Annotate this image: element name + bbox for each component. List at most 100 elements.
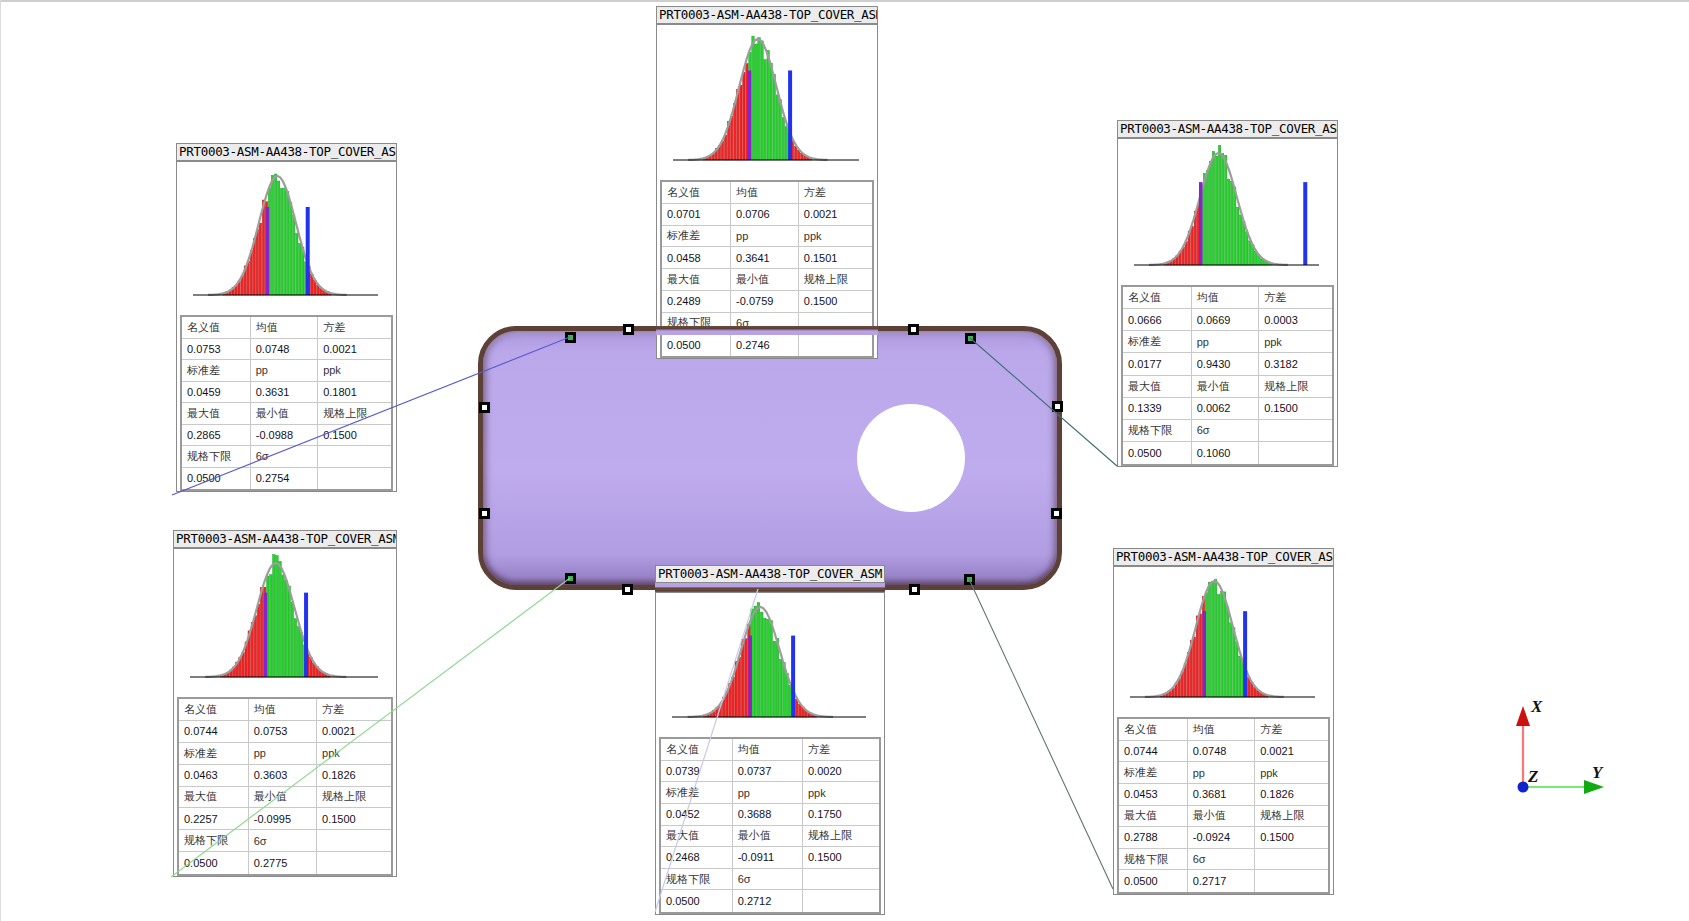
stat-label: 均值 (1188, 719, 1255, 741)
stat-value: 0.2712 (733, 890, 803, 912)
stat-value: 0.2717 (1188, 870, 1255, 892)
stat-label (317, 830, 391, 852)
stat-label (318, 446, 391, 468)
selected-point-handle[interactable] (964, 574, 975, 585)
stat-label: 名义值 (179, 699, 249, 721)
y-axis-arrow (1584, 780, 1604, 794)
stat-value: 0.3603 (249, 765, 317, 787)
stats-table: 名义值均值方差0.07440.07480.0021标准差ppppk0.04530… (1117, 717, 1330, 894)
part-hole[interactable] (857, 404, 965, 512)
selected-point-handle[interactable] (565, 573, 576, 584)
stat-label: 规格下限 (661, 869, 733, 891)
stat-label: 6σ (251, 446, 318, 468)
stat-value (318, 468, 391, 490)
stat-value: 0.2754 (251, 468, 318, 490)
stat-label: ppk (317, 743, 391, 765)
stat-value: 0.0500 (1123, 442, 1192, 464)
stat-value: 0.0737 (733, 761, 803, 783)
stat-label: 规格下限 (1123, 420, 1192, 442)
stat-value: 0.0021 (317, 721, 391, 743)
panel-title[interactable]: PRT0003-ASM-AA438-TOP_COVER_ASM (1117, 120, 1338, 138)
stat-value: 0.1826 (1255, 784, 1328, 806)
stat-value: 0.1500 (803, 847, 879, 869)
stat-value: -0.0988 (251, 425, 318, 447)
stat-value: 0.0669 (1192, 309, 1259, 331)
stat-value: -0.0911 (733, 847, 803, 869)
stat-value: 0.1339 (1123, 398, 1192, 420)
stat-value: 0.3182 (1259, 353, 1332, 375)
stat-value: 0.0706 (731, 204, 799, 226)
stat-label: 均值 (731, 182, 799, 204)
part-edge-through-panel (656, 326, 878, 335)
stat-label: 规格下限 (179, 830, 249, 852)
panel-title[interactable]: PRT0003-ASM-AA438-TOP_COVER_ASM (656, 6, 878, 24)
stat-label: 最大值 (182, 403, 251, 425)
panel-body: 名义值均值方差0.07010.07060.0021标准差ppppk0.04580… (656, 24, 878, 359)
measurement-panel-top-center[interactable]: PRT0003-ASM-AA438-TOP_COVER_ASM名义值均值方差0.… (656, 6, 878, 359)
stat-value: 0.0062 (1192, 398, 1259, 420)
stat-label: 最小值 (1192, 376, 1259, 398)
stat-label: 规格上限 (317, 787, 391, 809)
selected-point-handle[interactable] (965, 333, 976, 344)
x-axis-arrow (1516, 706, 1530, 726)
stat-label: 标准差 (662, 226, 731, 248)
selected-point-handle[interactable] (565, 332, 576, 343)
stat-value: 0.9430 (1192, 353, 1259, 375)
stat-label: 最小值 (733, 826, 803, 848)
x-axis-label: X (1530, 697, 1543, 716)
stat-label: 名义值 (661, 739, 733, 761)
stat-value: 0.3688 (733, 804, 803, 826)
stat-label: 最小值 (249, 787, 317, 809)
stat-label: 6σ (1192, 420, 1259, 442)
stat-label: 标准差 (1119, 762, 1188, 784)
measurement-panel-top-right[interactable]: PRT0003-ASM-AA438-TOP_COVER_ASM名义值均值方差0.… (1117, 120, 1338, 467)
stat-value: 0.0701 (662, 204, 731, 226)
measurement-panel-bottom-center[interactable]: PRT0003-ASM-AA438-TOP_COVER_ASM名义值均值方差0.… (655, 565, 885, 915)
stat-label: ppk (803, 782, 879, 804)
stat-value: 0.2746 (731, 334, 799, 356)
stat-value: -0.0924 (1188, 827, 1255, 849)
stat-value (317, 852, 391, 874)
panel-title[interactable]: PRT0003-ASM-AA438-TOP_COVER_ASM (176, 143, 397, 161)
measurement-point-handle[interactable] (1051, 508, 1062, 519)
stat-value: 0.1500 (1259, 398, 1332, 420)
stat-label: 标准差 (179, 743, 249, 765)
stat-value: 0.2257 (179, 808, 249, 830)
histogram-bottom-center (656, 593, 884, 737)
histogram-top-center (657, 25, 877, 180)
stat-value: 0.0753 (182, 339, 251, 361)
stat-value: 0.1500 (318, 425, 391, 447)
stat-value: 0.2489 (662, 291, 731, 313)
measurement-panel-bottom-right[interactable]: PRT0003-ASM-AA438-TOP_COVER_ASM 名义值均值方差0.… (1113, 548, 1334, 895)
measurement-panel-bottom-left[interactable]: PRT0003-ASM-AA438-TOP_COVER_ASM名义值均值方差0.… (173, 530, 397, 877)
stat-label: 名义值 (1119, 719, 1188, 741)
measurement-point-handle[interactable] (623, 324, 634, 335)
stats-table: 名义值均值方差0.07530.07480.0021标准差ppppk0.04590… (180, 315, 393, 491)
leader-line-bottom-right (969, 579, 1113, 889)
panel-title[interactable]: PRT0003-ASM-AA438-TOP_COVER_ASM (655, 565, 885, 583)
stat-value (799, 334, 872, 356)
stat-value: 0.0453 (1119, 784, 1188, 806)
measurement-point-handle[interactable] (622, 584, 633, 595)
panel-title[interactable]: PRT0003-ASM-AA438-TOP_COVER_ASM (173, 530, 397, 548)
stat-label: 方差 (799, 182, 872, 204)
measurement-point-handle[interactable] (479, 402, 490, 413)
axis-triad: X Z Y (1516, 697, 1604, 794)
stat-value: 0.1500 (317, 808, 391, 830)
panel-title[interactable]: PRT0003-ASM-AA438-TOP_COVER_ASM (1113, 548, 1334, 566)
measurement-point-handle[interactable] (908, 324, 919, 335)
measurement-point-handle[interactable] (479, 508, 490, 519)
top-cover-part[interactable] (478, 326, 1062, 590)
z-axis-dot (1518, 782, 1529, 793)
stat-label: 6σ (733, 869, 803, 891)
measurement-point-handle[interactable] (909, 584, 920, 595)
stat-value: 0.0003 (1259, 309, 1332, 331)
stat-value: 0.0463 (179, 765, 249, 787)
measurement-point-handle[interactable] (1052, 401, 1063, 412)
measurement-panel-top-left[interactable]: PRT0003-ASM-AA438-TOP_COVER_ASM 名义值均值方差0.… (176, 143, 397, 492)
cad-viewport[interactable]: PRT0003-ASM-AA438-TOP_COVER_ASM名义值均值方差0.… (0, 0, 1689, 921)
stat-label: 最大值 (662, 269, 731, 291)
stat-label: 均值 (251, 317, 318, 339)
stat-value: 0.0748 (251, 339, 318, 361)
y-axis-label: Y (1592, 763, 1604, 782)
